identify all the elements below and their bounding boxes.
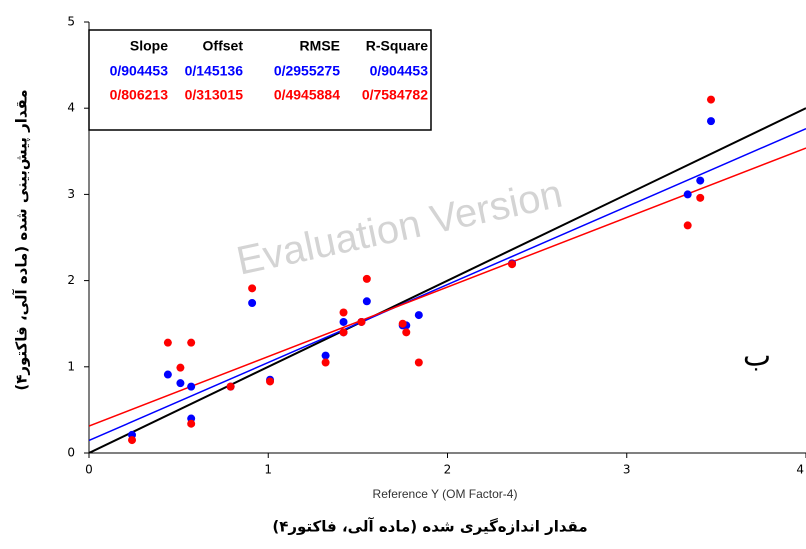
- fit-line: [89, 127, 806, 442]
- stats-value: 0/806213: [110, 87, 169, 103]
- point: [321, 358, 330, 367]
- point: [176, 379, 185, 388]
- point: [248, 299, 257, 308]
- point: [339, 328, 348, 337]
- stats-value: 0/7584782: [362, 87, 428, 103]
- identity-line: [89, 107, 806, 453]
- watermark: Evaluation Version: [233, 172, 566, 284]
- fit-line: [89, 147, 806, 427]
- x-tick-label: 3: [623, 463, 631, 477]
- y-tick-label: 0: [67, 446, 75, 460]
- point: [187, 338, 196, 347]
- point: [402, 328, 411, 337]
- x-tick-label: 1: [264, 463, 272, 477]
- point: [706, 95, 715, 104]
- x-axis-caption: Reference Y (OM Factor-4): [373, 487, 518, 501]
- point: [321, 351, 330, 360]
- point: [706, 117, 715, 126]
- point: [187, 382, 196, 391]
- point: [176, 363, 185, 372]
- stats-value: 0/2955275: [274, 63, 340, 79]
- point: [683, 190, 692, 199]
- y-tick-label: 5: [67, 15, 75, 29]
- point: [414, 358, 423, 367]
- point: [696, 193, 705, 202]
- point: [163, 370, 172, 379]
- stats-value: 0/313015: [185, 87, 244, 103]
- x-axis-label: مقدار اندازه‌گیری شده (ماده آلی، فاکتور۴…: [272, 518, 587, 536]
- point: [128, 436, 137, 445]
- y-tick-label: 3: [67, 187, 75, 201]
- point: [696, 176, 705, 185]
- stats-value: 0/4945884: [274, 87, 340, 103]
- point: [683, 221, 692, 230]
- stats-value: 0/904453: [110, 63, 169, 79]
- stats-header: RMSE: [300, 38, 340, 54]
- point: [187, 419, 196, 428]
- stats-header: Offset: [203, 38, 244, 54]
- stats-value: 0/904453: [370, 63, 429, 79]
- point: [339, 317, 348, 326]
- x-tick-label: 4: [796, 463, 804, 477]
- point: [362, 297, 371, 306]
- y-axis-label: مقدار پیش‌بینی شده (ماده آلی، فاکتور۴): [13, 89, 32, 390]
- annotation: ب: [743, 339, 771, 374]
- point: [414, 311, 423, 320]
- point: [398, 319, 407, 328]
- point: [226, 382, 235, 391]
- y-tick-label: 1: [67, 359, 75, 373]
- x-tick-label: 0: [85, 463, 93, 477]
- point: [163, 338, 172, 347]
- stats-header: R-Square: [366, 38, 428, 54]
- x-tick-label: 2: [444, 463, 452, 477]
- point: [339, 308, 348, 317]
- point: [362, 274, 371, 283]
- y-tick-label: 2: [67, 273, 75, 287]
- y-tick-label: 4: [67, 101, 75, 115]
- stats-header: Slope: [130, 38, 168, 54]
- point: [248, 284, 257, 293]
- point: [266, 377, 275, 386]
- stats-value: 0/145136: [185, 63, 244, 79]
- point: [357, 317, 366, 326]
- point: [508, 260, 517, 269]
- stats-box: [88, 29, 432, 131]
